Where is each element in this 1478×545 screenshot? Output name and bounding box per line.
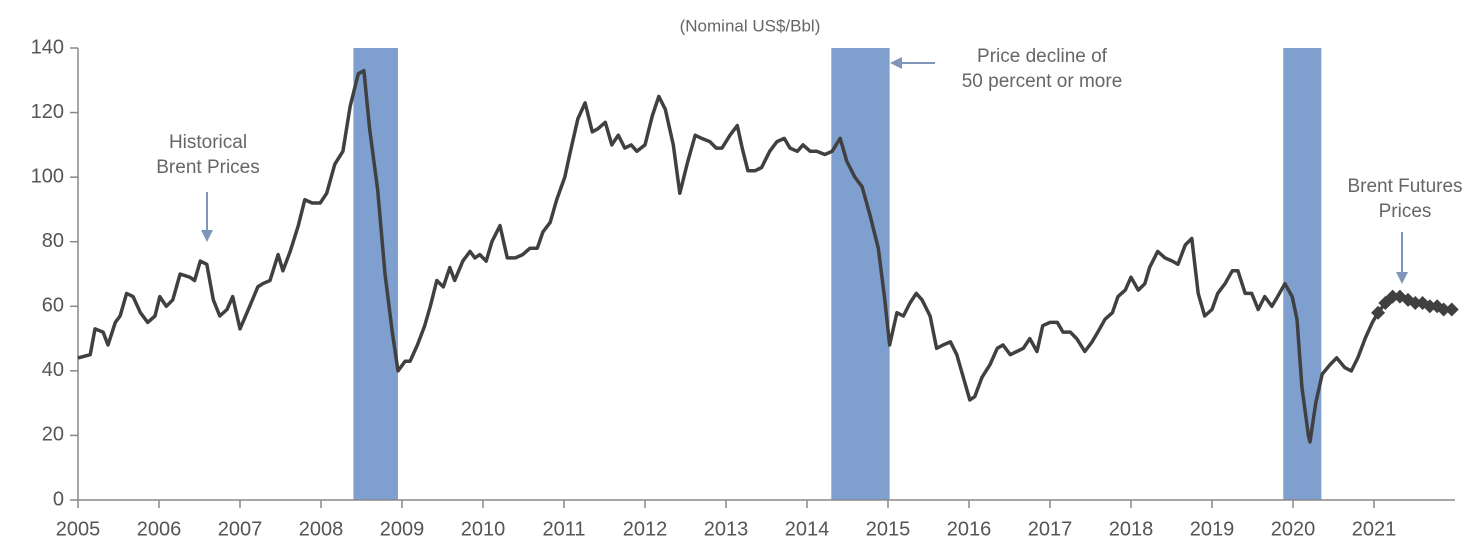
x-tick-label: 2015 (866, 518, 911, 540)
futures-marker (1422, 299, 1437, 314)
x-tick-label: 2011 (542, 518, 585, 540)
annotation: Historical (169, 132, 247, 153)
price-line (77, 68, 1380, 444)
y-tick-label: 120 (31, 101, 64, 123)
x-tick-label: 2019 (1190, 518, 1235, 540)
futures-marker (1385, 289, 1400, 304)
x-tick-label: 2016 (947, 518, 992, 540)
x-tick-label: 2008 (299, 518, 344, 540)
futures-marker (1436, 302, 1451, 317)
x-tick-label: 2009 (380, 518, 425, 540)
x-tick-label: 2005 (56, 518, 101, 540)
x-tick-label: 2006 (137, 518, 182, 540)
y-tick-label: 140 (31, 36, 64, 58)
annotation: Price decline of (977, 46, 1108, 67)
x-tick-label: 2020 (1271, 518, 1316, 540)
x-tick-label: 2007 (218, 518, 263, 540)
arrow (201, 192, 213, 242)
x-tick-label: 2017 (1028, 518, 1073, 540)
annotation: Brent Prices (156, 157, 259, 178)
y-tick-label: 20 (42, 424, 64, 446)
y-tick-label: 0 (53, 488, 64, 510)
shaded-periods (353, 48, 1322, 500)
y-tick-label: 100 (31, 165, 64, 187)
annotation: 50 percent or more (962, 71, 1123, 92)
annotation: Prices (1379, 201, 1432, 222)
x-tick-label: 2018 (1109, 518, 1154, 540)
arrow (1396, 232, 1408, 284)
x-tick-label: 2014 (785, 518, 830, 540)
futures-marker (1444, 302, 1459, 317)
futures-marker (1371, 305, 1386, 320)
shaded-period (353, 48, 398, 500)
x-tick-label: 2012 (623, 518, 668, 540)
y-tick-label: 80 (42, 230, 64, 252)
futures-marker (1408, 296, 1423, 311)
x-tick-label: 2021 (1352, 518, 1397, 540)
x-tick-label: 2010 (461, 518, 506, 540)
annotation: Brent Futures (1347, 176, 1462, 197)
y-tick-label: 60 (42, 295, 64, 317)
x-tick-label: 2013 (704, 518, 749, 540)
y-tick-label: 40 (42, 359, 64, 381)
arrow (890, 57, 935, 69)
shaded-period (1283, 48, 1322, 500)
chart-subtitle: (Nominal US$/Bbl) (680, 16, 821, 35)
